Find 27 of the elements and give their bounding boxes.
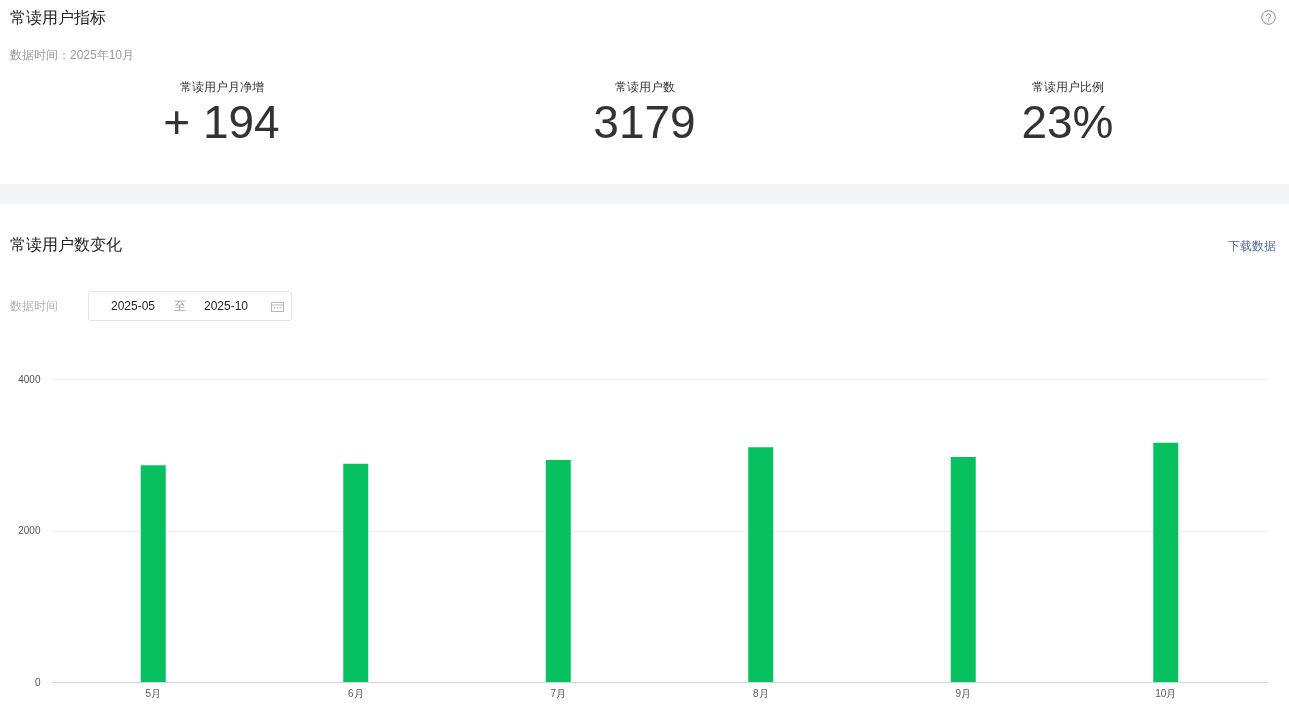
text: 常读用户月净增	[178, 79, 265, 95]
x-tick-label: 6月	[347, 687, 364, 699]
text: 下载数据	[1228, 239, 1276, 253]
chart-title: 常读用户数变化	[10, 235, 122, 255]
bar	[545, 460, 571, 682]
y-tick-label: 2000	[18, 525, 41, 536]
x-tick-label: 10月	[1155, 687, 1177, 699]
date-range-field: 2025-05 至 2025-10	[88, 291, 292, 321]
text: + 194	[162, 96, 281, 148]
text: 23%	[1020, 96, 1115, 148]
text: 数据时间	[10, 299, 58, 313]
text: 数据时间：2025年10月	[10, 48, 135, 62]
text: 常读用户数	[613, 79, 676, 95]
bar	[140, 465, 166, 682]
bar	[950, 457, 976, 682]
x-tick-label: 9月	[955, 687, 972, 699]
text: 3179	[592, 96, 697, 148]
bar	[1153, 442, 1179, 682]
text: 常读用户比例	[1030, 79, 1105, 95]
y-tick-label: 0	[34, 676, 41, 688]
text: 常读用户指标	[10, 8, 106, 28]
x-tick-label: 7月	[550, 687, 567, 699]
bar	[343, 463, 369, 682]
x-tick-label: 8月	[752, 687, 769, 699]
x-tick-label: 5月	[145, 687, 162, 699]
bar	[748, 447, 774, 682]
y-tick-label: 4000	[18, 373, 41, 385]
